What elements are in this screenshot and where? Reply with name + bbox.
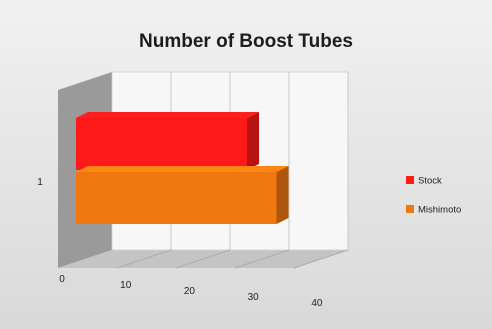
gridline-floor <box>175 249 231 269</box>
chart-title: Number of Boost Tubes <box>139 31 353 52</box>
x-tick-label: 20 <box>184 286 196 297</box>
bar-end-stock <box>247 112 259 170</box>
x-axis-ticks: 0 10 20 30 40 <box>59 274 323 309</box>
y-axis-categories: 1 <box>37 177 43 188</box>
bar-end-mishimoto <box>276 166 289 224</box>
x-tick-label: 30 <box>248 292 260 303</box>
x-tick-label: 10 <box>120 280 132 291</box>
gridline-floor <box>234 249 290 269</box>
x-tick-label: 0 <box>59 274 65 285</box>
bar-top-stock <box>76 112 259 118</box>
legend-swatch-stock <box>406 176 414 184</box>
bar-mishimoto <box>76 172 277 224</box>
category-label: 1 <box>37 177 43 188</box>
bars <box>76 112 289 224</box>
legend: Stock Mishimoto <box>406 176 461 216</box>
bar-top-mishimoto <box>76 166 289 172</box>
bar-stock <box>76 118 247 170</box>
x-tick-label: 40 <box>311 298 323 309</box>
legend-label-stock: Stock <box>418 176 442 187</box>
legend-label-mishimoto: Mishimoto <box>418 205 461 216</box>
legend-swatch-mishimoto <box>406 205 414 213</box>
gridline-floor <box>293 249 349 269</box>
gridline-floor <box>116 249 172 269</box>
